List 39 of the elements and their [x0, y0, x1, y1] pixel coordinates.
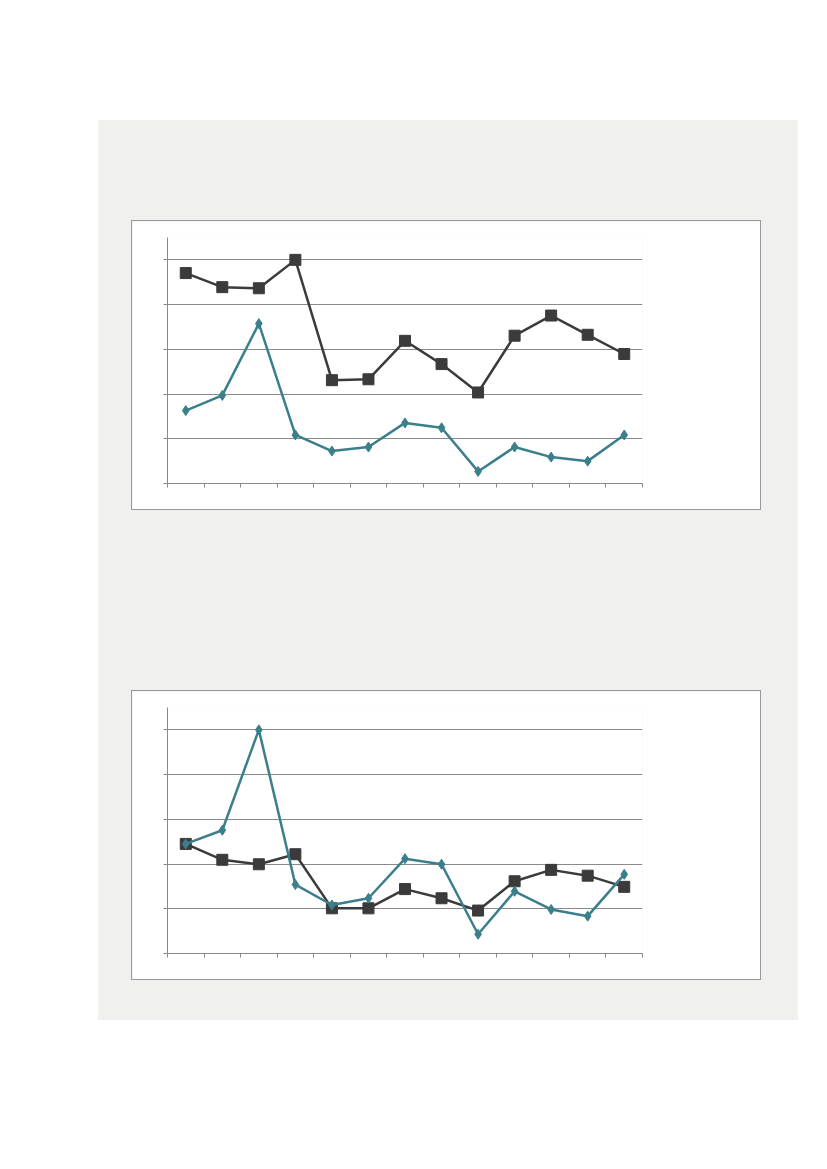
point	[399, 883, 411, 896]
point	[399, 334, 411, 347]
point	[289, 848, 302, 861]
point	[583, 455, 592, 467]
point	[545, 863, 558, 876]
point	[362, 373, 375, 386]
point	[620, 868, 629, 880]
point	[362, 902, 375, 915]
point	[581, 328, 594, 341]
point	[545, 309, 558, 322]
point	[618, 348, 631, 361]
point	[179, 267, 192, 280]
point	[216, 281, 229, 294]
point	[291, 429, 300, 441]
point	[437, 858, 446, 870]
point	[472, 904, 485, 917]
point	[364, 892, 373, 904]
point	[291, 879, 300, 891]
point	[510, 441, 519, 453]
point	[218, 389, 227, 401]
point	[218, 824, 227, 836]
point	[216, 853, 229, 866]
point	[472, 386, 485, 399]
point	[252, 282, 265, 295]
point	[508, 329, 521, 342]
point	[510, 885, 519, 897]
point	[289, 253, 302, 266]
point	[325, 374, 338, 387]
point	[252, 858, 265, 871]
point	[583, 910, 592, 922]
point	[437, 422, 446, 434]
point	[508, 875, 521, 888]
point	[435, 358, 448, 371]
point	[181, 405, 190, 417]
point	[364, 441, 373, 453]
point	[581, 869, 594, 882]
point	[620, 429, 629, 441]
point	[618, 880, 631, 893]
point	[435, 892, 448, 905]
